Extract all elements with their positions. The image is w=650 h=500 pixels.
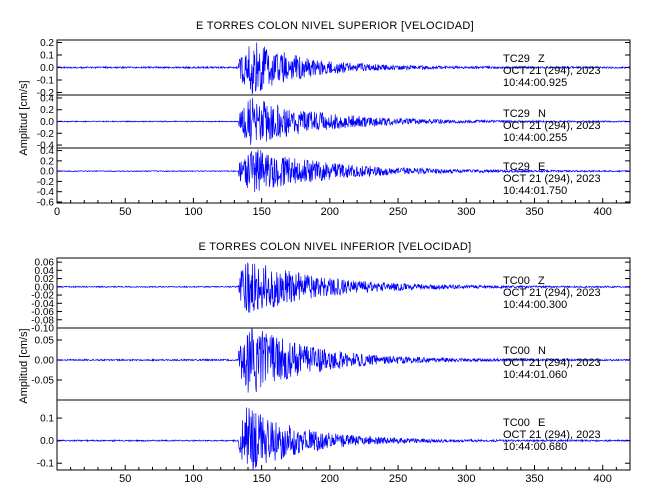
panel-tc00-z: 0.060.040.020.00-0.02-0.04-0.06-0.08-0.1… bbox=[31, 257, 631, 335]
top-y-axis-label: Amplitud [cm/s] bbox=[18, 80, 30, 155]
y-tick-label: 0.04 bbox=[35, 266, 55, 277]
y-tick-label: 0.0 bbox=[40, 63, 54, 74]
y-tick-label: -0.02 bbox=[31, 291, 54, 302]
y-tick-label: -0.4 bbox=[37, 187, 55, 198]
station-label: TC29 bbox=[503, 161, 530, 173]
y-tick-label: 0.4 bbox=[40, 93, 54, 104]
y-tick-label: -0.08 bbox=[31, 315, 54, 326]
y-tick-label: 0.06 bbox=[35, 258, 55, 269]
y-tick-label: -0.1 bbox=[37, 459, 55, 470]
y-tick-label: 0.05 bbox=[35, 336, 55, 347]
y-tick-label: 0.00 bbox=[35, 356, 55, 367]
component-label: Z bbox=[538, 53, 545, 65]
y-tick-label: -0.4 bbox=[37, 141, 55, 152]
y-tick-label: 0.0 bbox=[40, 167, 54, 178]
date-label: OCT 21 (294), 2023 bbox=[503, 429, 601, 441]
x-tick-label: 300 bbox=[457, 473, 475, 485]
y-tick-label: -0.2 bbox=[37, 88, 55, 99]
date-label: OCT 21 (294), 2023 bbox=[503, 120, 601, 132]
y-tick-label: -0.2 bbox=[37, 177, 55, 188]
x-tick-label: 100 bbox=[184, 206, 202, 218]
component-label: N bbox=[538, 108, 546, 120]
station-label: TC29 bbox=[503, 108, 530, 120]
x-tick-label: 0 bbox=[54, 206, 60, 218]
x-tick-label: 350 bbox=[525, 473, 543, 485]
x-tick-label: 150 bbox=[252, 473, 270, 485]
date-label: OCT 21 (294), 2023 bbox=[503, 173, 601, 185]
waveform-trace bbox=[56, 407, 631, 470]
bottom-chart-title: E TORRES COLON NIVEL INFERIOR [VELOCIDAD… bbox=[198, 241, 471, 253]
time-label: 10:44:01.750 bbox=[503, 185, 567, 197]
y-tick-label: 0.1 bbox=[40, 51, 54, 62]
x-tick-label: 250 bbox=[389, 206, 407, 218]
y-tick-label: -0.05 bbox=[31, 376, 54, 387]
component-label: E bbox=[538, 417, 545, 429]
top-x-axis: 0 50 100 150 200 250 300 350 400 bbox=[54, 198, 617, 218]
station-label: TC00 bbox=[503, 417, 530, 429]
component-label: N bbox=[538, 345, 546, 357]
x-tick-label: 200 bbox=[321, 206, 339, 218]
x-tick-label: 350 bbox=[525, 206, 543, 218]
time-label: 10:44:01.060 bbox=[503, 369, 567, 381]
x-tick-label: 50 bbox=[119, 206, 131, 218]
date-label: OCT 21 (294), 2023 bbox=[503, 287, 601, 299]
waveform-trace bbox=[56, 97, 631, 145]
time-label: 10:44:00.925 bbox=[503, 77, 567, 89]
bottom-x-axis: 50 100 150 200 250 300 350 400 bbox=[70, 465, 617, 485]
y-tick-label: 0.0 bbox=[40, 117, 54, 128]
station-label: TC00 bbox=[503, 345, 530, 357]
date-label: OCT 21 (294), 2023 bbox=[503, 65, 601, 77]
top-chart-title: E TORRES COLON NIVEL SUPERIOR [VELOCIDAD… bbox=[196, 20, 474, 32]
time-label: 10:44:00.300 bbox=[503, 299, 567, 311]
waveform-trace bbox=[56, 327, 631, 393]
bottom-y-axis-label: Amplitud [cm/s] bbox=[18, 328, 30, 403]
waveform-trace bbox=[56, 149, 631, 193]
y-tick-label: 0.2 bbox=[40, 156, 54, 167]
y-tick-label: -0.04 bbox=[31, 299, 54, 310]
component-label: E bbox=[538, 161, 545, 173]
y-tick-label: -0.06 bbox=[31, 307, 54, 318]
y-tick-label: 0.4 bbox=[40, 146, 54, 157]
y-tick-label: 0.00 bbox=[35, 282, 55, 293]
y-tick-label: 0.2 bbox=[40, 38, 54, 49]
y-tick-label: 0.02 bbox=[35, 274, 55, 285]
time-label: 10:44:00.680 bbox=[503, 441, 567, 453]
component-label: Z bbox=[538, 275, 545, 287]
station-label: TC00 bbox=[503, 275, 530, 287]
x-tick-label: 50 bbox=[119, 473, 131, 485]
x-tick-label: 250 bbox=[389, 473, 407, 485]
x-tick-label: 200 bbox=[321, 473, 339, 485]
y-tick-label: 0.2 bbox=[40, 105, 54, 116]
x-tick-label: 400 bbox=[594, 206, 612, 218]
x-tick-label: 300 bbox=[457, 206, 475, 218]
waveform-trace bbox=[57, 262, 631, 313]
y-tick-label: 0.0 bbox=[40, 436, 54, 447]
time-label: 10:44:00.255 bbox=[503, 132, 567, 144]
y-tick-label: -0.1 bbox=[37, 76, 55, 87]
y-tick-label: -0.6 bbox=[37, 197, 55, 208]
date-label: OCT 21 (294), 2023 bbox=[503, 357, 601, 369]
x-tick-label: 100 bbox=[184, 473, 202, 485]
x-tick-label: 150 bbox=[252, 206, 270, 218]
y-tick-label: -0.10 bbox=[31, 324, 54, 335]
station-label: TC29 bbox=[503, 53, 530, 65]
y-tick-label: 0.1 bbox=[40, 414, 54, 425]
x-tick-label: 400 bbox=[594, 473, 612, 485]
y-tick-label: -0.2 bbox=[37, 129, 55, 140]
waveform-trace bbox=[57, 42, 631, 95]
